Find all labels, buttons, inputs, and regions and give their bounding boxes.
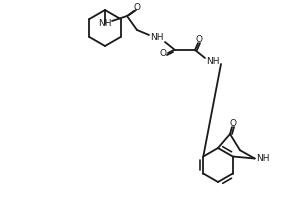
Text: NH: NH: [206, 58, 220, 66]
Text: NH: NH: [256, 154, 269, 163]
Text: O: O: [160, 49, 167, 58]
Text: O: O: [134, 3, 140, 12]
Text: NH: NH: [98, 20, 112, 28]
Text: O: O: [196, 36, 202, 45]
Text: NH: NH: [150, 33, 164, 43]
Text: O: O: [230, 119, 236, 129]
